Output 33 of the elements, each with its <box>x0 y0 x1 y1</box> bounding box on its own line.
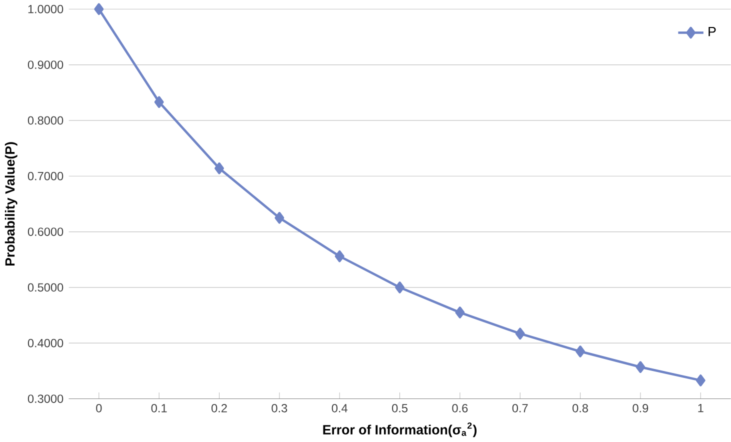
point <box>636 361 646 373</box>
point <box>696 374 706 386</box>
y-tick-label: 0.8000 <box>28 116 64 125</box>
x-tick-label: 0.5 <box>392 404 408 412</box>
x-axis-title: Error of Information(σ$_{a}$$^{2}$) <box>323 422 477 438</box>
x-tick-label: 1 <box>698 404 704 412</box>
x-tick-label: 0.7 <box>512 404 528 412</box>
point <box>455 306 465 318</box>
point <box>576 346 586 358</box>
point <box>515 328 525 340</box>
point <box>395 282 404 294</box>
y-tick-label: 0.7000 <box>28 172 64 180</box>
point <box>274 212 284 224</box>
y-tick-label: 0.3000 <box>28 394 64 403</box>
y-tick-label: 0.5000 <box>28 283 64 292</box>
x-tick-label: 0.2 <box>212 404 227 412</box>
legend-label: P <box>708 27 716 36</box>
y-tick-label: 0.4000 <box>28 338 64 348</box>
x-tick-label: 0.8 <box>572 404 588 412</box>
y-axis-title: Probability Value(P) <box>4 142 18 266</box>
point <box>94 3 104 16</box>
x-tick-label: 0.6 <box>452 404 468 412</box>
point <box>154 96 164 108</box>
x-tick-label: 0 <box>96 404 102 412</box>
x-tick-label: 0.4 <box>332 404 348 412</box>
x-tick-label: 0.9 <box>632 404 648 412</box>
y-tick-label: 0.6000 <box>28 228 64 236</box>
point <box>334 250 344 262</box>
y-tick-label: 1.0000 <box>28 4 64 14</box>
x-tick-label: 0.1 <box>151 404 167 412</box>
point <box>214 162 224 174</box>
y-tick-label: 0.9000 <box>28 60 64 69</box>
x-tick-label: 0.3 <box>272 404 288 412</box>
